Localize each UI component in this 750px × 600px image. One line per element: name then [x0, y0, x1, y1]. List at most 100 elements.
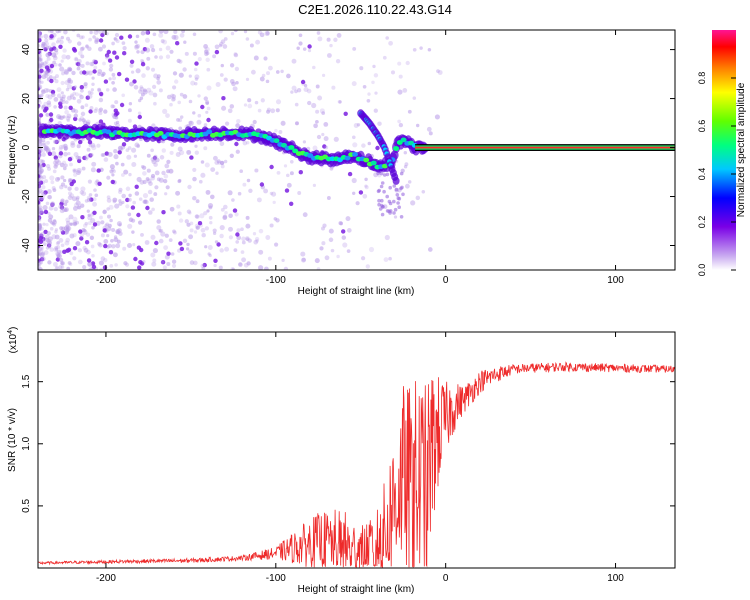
- noise-speckle: [93, 65, 98, 70]
- noise-speckle: [212, 231, 217, 236]
- noise-speckle: [177, 146, 183, 152]
- noise-speckle: [301, 257, 306, 262]
- noise-speckle: [80, 63, 85, 68]
- noise-speckle: [136, 245, 142, 250]
- noise-speckle: [119, 35, 124, 40]
- noise-speckle: [220, 39, 226, 44]
- noise-speckle: [73, 221, 77, 226]
- x-tick-label: 0: [443, 573, 449, 584]
- tail-speckle: [382, 189, 386, 194]
- noise-speckle: [89, 235, 95, 240]
- noise-speckle: [296, 88, 302, 93]
- noise-speckle: [82, 70, 87, 75]
- noise-speckle: [47, 194, 53, 200]
- noise-speckle: [412, 47, 417, 52]
- noise-speckle: [59, 39, 64, 45]
- noise-speckle: [45, 146, 50, 151]
- noise-speckle: [286, 182, 292, 188]
- noise-speckle: [38, 141, 43, 148]
- noise-speckle: [303, 83, 308, 88]
- noise-speckle: [222, 44, 228, 49]
- noise-speckle: [185, 247, 190, 251]
- noise-speckle: [195, 199, 200, 204]
- noise-speckle: [194, 144, 198, 148]
- noise-speckle: [322, 223, 327, 228]
- noise-speckle: [212, 228, 217, 233]
- noise-speckle: [99, 267, 104, 270]
- noise-speckle: [124, 262, 130, 267]
- noise-speckle: [47, 260, 52, 265]
- noise-speckle: [259, 76, 265, 82]
- noise-speckle: [51, 52, 57, 58]
- noise-speckle: [188, 211, 192, 215]
- noise-speckle: [107, 151, 113, 158]
- noise-speckle: [40, 247, 44, 251]
- noise-speckle: [352, 135, 356, 140]
- noise-speckle: [263, 56, 268, 61]
- noise-speckle: [192, 167, 197, 172]
- noise-speckle: [150, 67, 156, 72]
- noise-speckle: [333, 136, 339, 142]
- noise-speckle: [221, 96, 226, 101]
- noise-speckle: [38, 231, 41, 236]
- noise-speckle: [54, 245, 59, 250]
- noise-speckle: [140, 61, 146, 67]
- x-tick-label: -200: [96, 275, 116, 286]
- noise-speckle: [45, 88, 50, 93]
- noise-speckle: [377, 121, 382, 126]
- noise-speckle: [184, 219, 189, 224]
- noise-speckle: [272, 200, 276, 205]
- noise-speckle: [76, 61, 81, 67]
- noise-speckle: [352, 142, 358, 148]
- noise-speckle: [86, 232, 91, 237]
- noise-speckle: [158, 238, 164, 244]
- noise-speckle: [120, 173, 125, 177]
- noise-speckle: [52, 160, 58, 166]
- noise-speckle: [142, 179, 147, 185]
- noise-speckle: [41, 191, 47, 197]
- spectrogram-frame: [37, 29, 676, 271]
- noise-speckle: [188, 234, 194, 240]
- noise-speckle: [218, 43, 223, 48]
- noise-speckle: [47, 195, 52, 200]
- x-tick-label: 0: [443, 275, 449, 286]
- noise-speckle: [97, 241, 102, 246]
- noise-speckle: [91, 264, 97, 270]
- noise-speckle: [87, 140, 93, 145]
- noise-speckle: [159, 155, 165, 160]
- noise-speckle: [109, 218, 113, 223]
- noise-speckle: [121, 93, 126, 98]
- noise-speckle: [95, 179, 99, 183]
- tail-speckle: [397, 205, 402, 209]
- noise-speckle: [172, 71, 178, 76]
- noise-speckle: [178, 241, 183, 246]
- noise-speckle: [214, 160, 219, 165]
- noise-speckle: [426, 126, 432, 132]
- noise-speckle: [79, 190, 84, 195]
- noise-speckle: [263, 188, 269, 194]
- ridge-core: [105, 129, 112, 135]
- noise-speckle: [70, 140, 75, 146]
- noise-speckle: [103, 157, 109, 162]
- noise-speckle: [437, 70, 443, 75]
- noise-speckle: [206, 209, 210, 213]
- noise-speckle: [153, 192, 158, 197]
- noise-speckle: [56, 240, 60, 245]
- noise-speckle: [112, 104, 116, 109]
- noise-speckle: [85, 61, 90, 66]
- noise-speckle: [316, 31, 321, 35]
- noise-speckle: [38, 43, 41, 48]
- noise-speckle: [172, 85, 177, 90]
- noise-speckle: [265, 235, 271, 240]
- noise-speckle: [197, 57, 202, 62]
- noise-speckle: [39, 210, 44, 215]
- noise-speckle: [266, 71, 270, 76]
- noise-speckle: [181, 30, 186, 34]
- noise-speckle: [111, 244, 116, 249]
- y-tick-label: 20: [21, 93, 32, 105]
- noise-speckle: [319, 108, 325, 114]
- noise-speckle: [97, 108, 102, 113]
- noise-speckle: [219, 41, 224, 47]
- tail-speckle: [379, 203, 384, 208]
- noise-speckle: [316, 267, 321, 270]
